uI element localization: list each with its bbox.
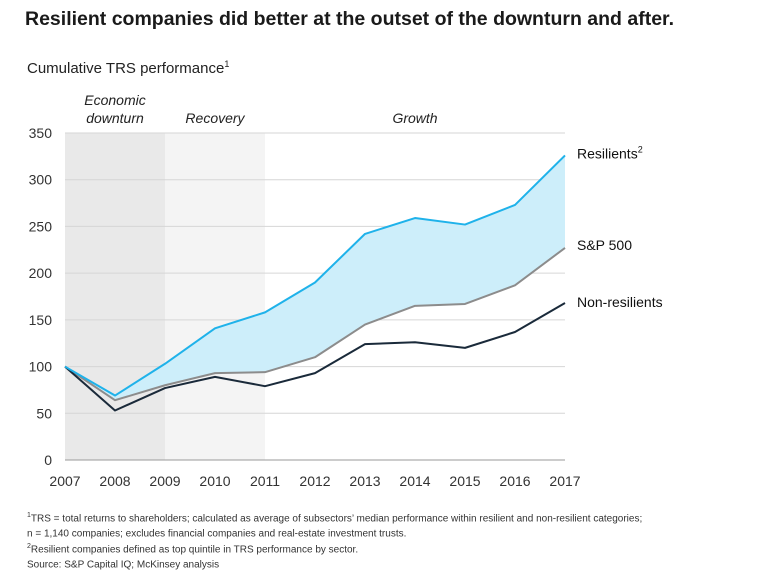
y-tick-label: 100 (29, 359, 53, 375)
footnote-line: 2Resilient companies defined as top quin… (27, 541, 757, 556)
footnote-line: Source: S&P Capital IQ; McKinsey analysi… (27, 556, 757, 571)
series-label: S&P 500 (577, 237, 632, 253)
series-lines (64, 154, 566, 412)
phase-shade (165, 133, 265, 460)
y-tick-label: 200 (29, 265, 53, 281)
y-tick-label: 250 (29, 218, 53, 234)
series-label-name: S&P 500 (577, 237, 632, 253)
chart-title: Resilient companies did better at the ou… (25, 8, 674, 30)
phase-shade (65, 133, 165, 460)
y-tick-label: 50 (36, 405, 52, 421)
y-tick-label: 0 (44, 452, 52, 468)
series-label-name: Resilients (577, 145, 638, 161)
footnote-line: 1TRS = total returns to shareholders; ca… (27, 510, 757, 525)
series-label-name: Non-resilients (577, 294, 663, 310)
footnote-text: n = 1,140 companies; excludes financial … (27, 528, 407, 540)
x-axis-ticks: 2007 2008 2009 2010 2011 2012 2013 2014 2015 2016… (49, 473, 580, 489)
series-line-s-p-500 (64, 247, 566, 402)
phase-label: Growth (392, 110, 437, 126)
band-area (65, 155, 565, 401)
x-tick-label: 2010 (199, 473, 230, 489)
chart-subtitle: Cumulative TRS performance1 (27, 59, 229, 77)
phase-shading (65, 133, 265, 460)
x-tick-label: 2017 (549, 473, 580, 489)
footnote-text: Source: S&P Capital IQ; McKinsey analysi… (27, 559, 220, 571)
x-tick-label: 2012 (299, 473, 330, 489)
series-label: Non-resilients (577, 294, 663, 310)
y-tick-label: 150 (29, 312, 53, 328)
series-label: Resilients2 (577, 144, 643, 161)
phase-label: Recovery (185, 110, 245, 126)
phase-label: downturn (86, 110, 144, 126)
x-tick-label: 2009 (149, 473, 180, 489)
phase-labels: Economic downturn Recovery Growth (84, 92, 438, 126)
series-line-non-resilients (64, 302, 566, 412)
subtitle-footnote-marker: 1 (224, 59, 230, 69)
footnote-text: Resilient companies defined as top quint… (30, 543, 359, 555)
x-tick-label: 2011 (250, 473, 280, 489)
x-tick-label: 2014 (399, 473, 430, 489)
y-tick-label: 350 (29, 125, 53, 141)
x-tick-label: 2016 (499, 473, 530, 489)
footnotes: 1TRS = total returns to shareholders; ca… (27, 510, 757, 571)
x-tick-label: 2015 (449, 473, 480, 489)
series-label-footnote-marker: 2 (638, 144, 643, 154)
y-tick-label: 300 (29, 172, 53, 188)
series-line-resilients (64, 154, 566, 397)
resilient-band-area (65, 155, 565, 401)
footnote-marker: 2 (27, 542, 31, 550)
x-tick-label: 2013 (349, 473, 380, 489)
series-labels: Resilients2 S&P 500 Non-resilients (577, 144, 663, 310)
footnote-line: n = 1,140 companies; excludes financial … (27, 525, 757, 540)
x-tick-label: 2008 (99, 473, 130, 489)
x-tick-label: 2007 (49, 473, 80, 489)
footnote-marker: 1 (27, 512, 31, 519)
y-axis-ticks: 0 50 100 150 200 250 300 350 (29, 125, 53, 468)
footnote-text: TRS = total returns to shareholders; cal… (30, 513, 643, 525)
phase-label: Economic (84, 92, 145, 108)
subtitle-text: Cumulative TRS performance (27, 60, 225, 77)
